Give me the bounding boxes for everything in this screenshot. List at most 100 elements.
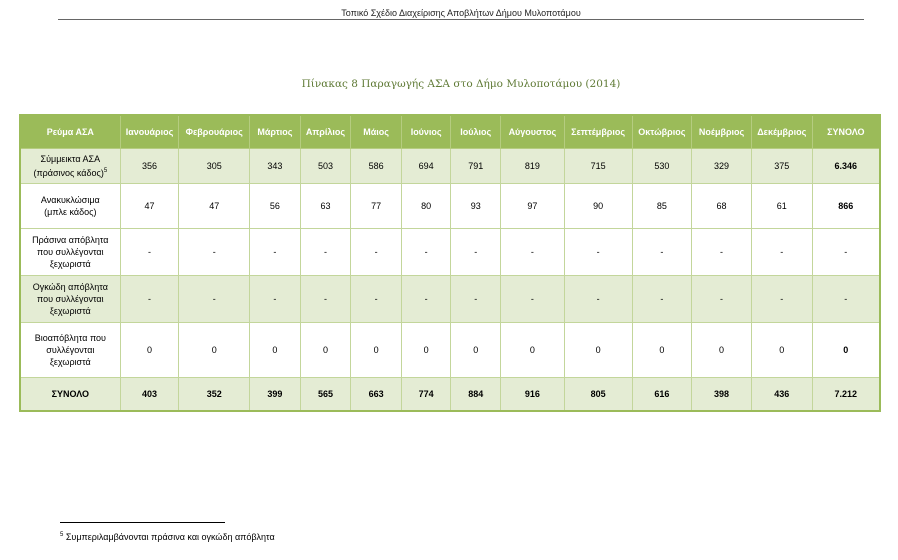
row-label: Ογκώδη απόβλητα που συλλέγονται ξεχωριστά <box>19 275 121 323</box>
value-cell: - <box>631 228 693 276</box>
value-cell: - <box>299 228 352 276</box>
row-label-line: ξεχωριστά <box>49 306 91 316</box>
total-value-cell: 403 <box>119 377 180 412</box>
col-header-month: Ιούνιος <box>400 114 452 149</box>
footnote-ref: 5 <box>103 168 108 174</box>
value-cell: - <box>299 275 352 323</box>
row-label-line: ξεχωριστά <box>49 259 91 269</box>
total-value-cell: 663 <box>350 377 402 412</box>
total-value-cell: 805 <box>563 377 633 412</box>
col-header-month: Ιανουάριος <box>119 114 180 149</box>
total-value-cell: 399 <box>249 377 301 412</box>
value-cell: - <box>563 275 633 323</box>
value-cell: 305 <box>178 148 251 184</box>
value-cell: 0 <box>750 322 813 378</box>
value-cell: 0 <box>350 322 402 378</box>
total-value-cell: 884 <box>450 377 501 412</box>
value-cell: - <box>119 275 180 323</box>
value-cell: 715 <box>563 148 633 184</box>
value-cell: 68 <box>691 183 752 229</box>
row-label-line: που συλλέγονται <box>37 247 104 257</box>
value-cell: 0 <box>450 322 501 378</box>
value-cell: 80 <box>400 183 452 229</box>
row-label: Πράσινα απόβλητα που συλλέγονται ξεχωριστά <box>19 228 121 276</box>
value-cell: 329 <box>691 148 752 184</box>
value-cell: - <box>350 228 402 276</box>
value-cell: 0 <box>500 322 565 378</box>
value-cell: - <box>750 275 813 323</box>
value-cell: - <box>249 228 301 276</box>
value-cell: 356 <box>119 148 180 184</box>
total-row: ΣΥΝΟΛΟ 403 352 399 565 663 774 884 916 805 616 398 4… <box>19 377 881 412</box>
value-cell: - <box>500 228 565 276</box>
value-cell: 90 <box>563 183 633 229</box>
table-row: Βιοαπόβλητα που συλλέγονται ξεχωριστά 0 0 0 0 0… <box>19 322 881 378</box>
value-cell: - <box>178 275 251 323</box>
table-row: Ογκώδη απόβλητα που συλλέγονται ξεχωριστά -… <box>19 275 881 323</box>
col-header-stream: Ρεύμα ΑΣΑ <box>19 114 121 149</box>
value-cell: 97 <box>500 183 565 229</box>
row-total-cell: 866 <box>811 183 881 229</box>
value-cell: 586 <box>350 148 402 184</box>
total-value-cell: 436 <box>750 377 813 412</box>
value-cell: - <box>500 275 565 323</box>
header-row: Ρεύμα ΑΣΑ Ιανουάριος Φεβρουάριος Μάρτιος… <box>19 114 881 149</box>
footnote: 5 Συμπεριλαμβάνονται πράσινα και ογκώδη … <box>60 532 275 542</box>
row-label-line: Σύμμεικτα ΑΣΑ <box>40 154 101 164</box>
value-cell: - <box>400 275 452 323</box>
table-row: Σύμμεικτα ΑΣΑ (πράσινος κάδος)5 356 305 343 5… <box>19 148 881 184</box>
row-label-line: (μπλε κάδος) <box>44 207 97 217</box>
col-header-month: Ιούλιος <box>450 114 501 149</box>
value-cell: - <box>691 228 752 276</box>
total-value-cell: 774 <box>400 377 452 412</box>
col-header-month: Αύγουστος <box>500 114 565 149</box>
value-cell: - <box>691 275 752 323</box>
value-cell: - <box>750 228 813 276</box>
row-label-line: Ανακυκλώσιμα <box>40 195 100 205</box>
col-header-month: Σεπτέμβριος <box>563 114 633 149</box>
value-cell: 0 <box>691 322 752 378</box>
footnote-mark: 5 <box>60 532 64 538</box>
value-cell: 0 <box>631 322 693 378</box>
total-value-cell: 916 <box>500 377 565 412</box>
value-cell: - <box>178 228 251 276</box>
row-label-line: Ογκώδη απόβλητα <box>32 282 108 292</box>
value-cell: - <box>350 275 402 323</box>
value-cell: 530 <box>631 148 693 184</box>
col-header-month: Οκτώβριος <box>631 114 693 149</box>
value-cell: 0 <box>178 322 251 378</box>
value-cell: - <box>450 275 501 323</box>
page-header: Τοπικό Σχέδιο Διαχείρισης Αποβλήτων Δήμο… <box>341 8 581 18</box>
value-cell: 56 <box>249 183 301 229</box>
table-row: Ανακυκλώσιμα (μπλε κάδος) 47 47 56 63 77 80 93 97… <box>19 183 881 229</box>
row-total-cell: 0 <box>811 322 881 378</box>
value-cell: 503 <box>299 148 352 184</box>
header-rule <box>58 19 864 20</box>
waste-production-table: Ρεύμα ΑΣΑ Ιανουάριος Φεβρουάριος Μάρτιος… <box>19 114 881 412</box>
value-cell: 61 <box>750 183 813 229</box>
row-label-line: ξεχωριστά <box>49 357 91 367</box>
value-cell: - <box>249 275 301 323</box>
value-cell: 85 <box>631 183 693 229</box>
value-cell: 791 <box>450 148 501 184</box>
value-cell: - <box>400 228 452 276</box>
row-label: Σύμμεικτα ΑΣΑ (πράσινος κάδος)5 <box>19 148 121 184</box>
value-cell: 47 <box>119 183 180 229</box>
table-row: Πράσινα απόβλητα που συλλέγονται ξεχωριστά… <box>19 228 881 276</box>
value-cell: 47 <box>178 183 251 229</box>
total-value-cell: 565 <box>299 377 352 412</box>
value-cell: 63 <box>299 183 352 229</box>
total-value-cell: 7.212 <box>811 377 881 412</box>
table-title: Πίνακας 8 Παραγωγής ΑΣΑ στο Δήμο Μυλοποτ… <box>301 78 621 90</box>
row-label: Βιοαπόβλητα που συλλέγονται ξεχωριστά <box>19 322 121 378</box>
row-label-line: (πράσινος κάδος) <box>33 168 104 178</box>
col-header-month: Μάρτιος <box>249 114 301 149</box>
value-cell: 77 <box>350 183 402 229</box>
row-label: Ανακυκλώσιμα (μπλε κάδος) <box>19 183 121 229</box>
total-value-cell: 398 <box>691 377 752 412</box>
col-header-month: Μάιος <box>350 114 402 149</box>
row-label-line: που συλλέγονται <box>37 294 104 304</box>
value-cell: 694 <box>400 148 452 184</box>
row-label-line: συλλέγονται <box>46 345 95 355</box>
col-header-month: Φεβρουάριος <box>178 114 251 149</box>
